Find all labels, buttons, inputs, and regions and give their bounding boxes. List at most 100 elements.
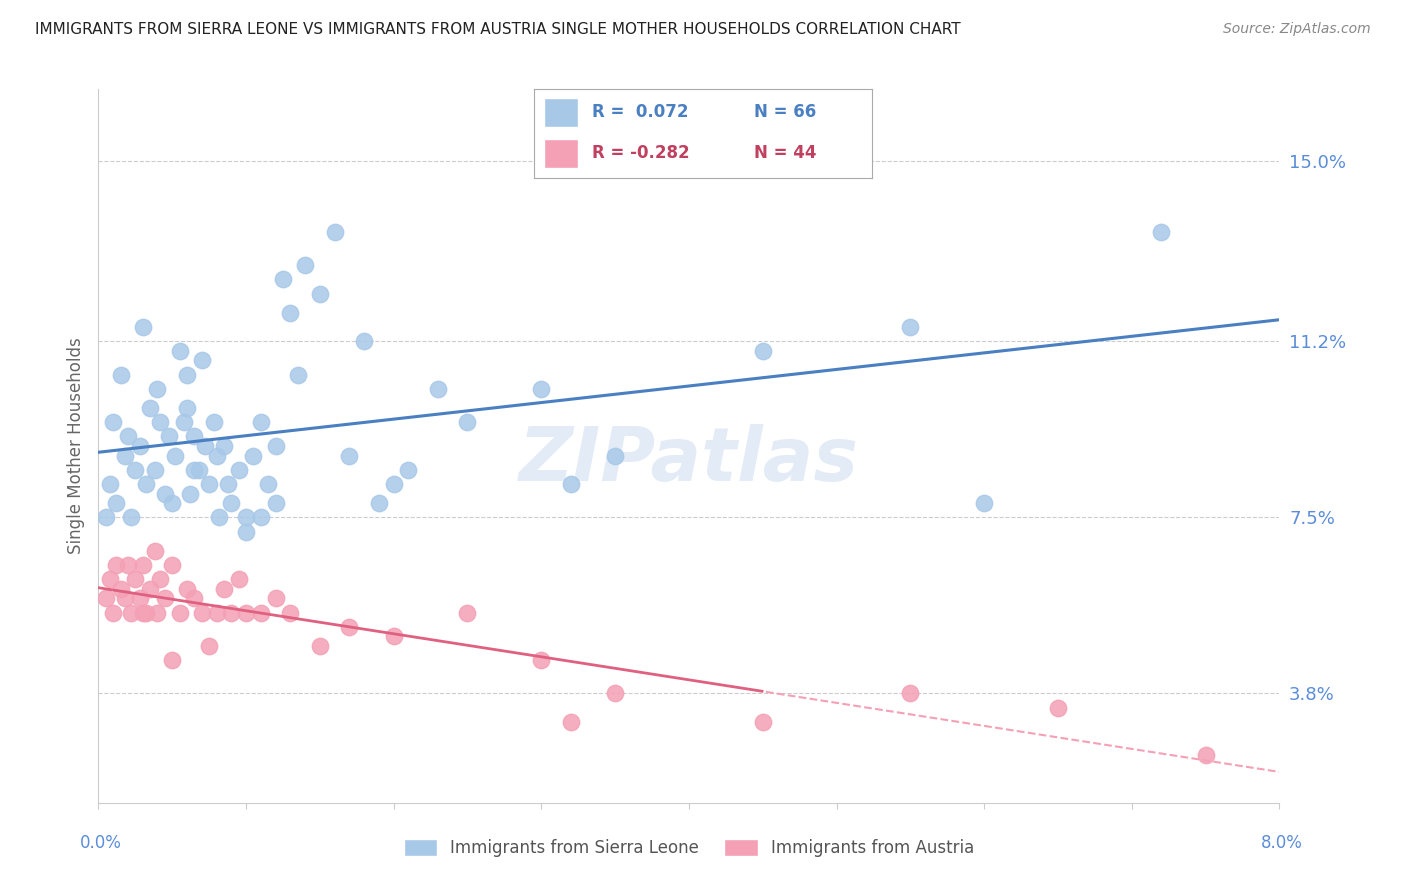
Point: [339, 449, 361, 463]
Point: [900, 320, 922, 334]
Point: [187, 463, 209, 477]
Point: [139, 401, 162, 415]
Point: [202, 415, 225, 429]
Point: [94, 591, 117, 606]
Point: [146, 606, 169, 620]
Point: [149, 572, 172, 586]
Point: [217, 477, 239, 491]
Point: [105, 496, 128, 510]
Point: [235, 510, 257, 524]
Point: [135, 477, 157, 491]
Point: [120, 606, 142, 620]
Point: [212, 582, 235, 596]
Bar: [544, 98, 578, 127]
Point: [235, 606, 257, 620]
Point: [98, 572, 121, 586]
Point: [183, 429, 205, 443]
Point: [143, 543, 166, 558]
Point: [235, 524, 257, 539]
Point: [198, 477, 221, 491]
Point: [250, 606, 273, 620]
Point: [169, 343, 191, 358]
Point: [146, 382, 169, 396]
Point: [257, 477, 280, 491]
Point: [309, 286, 332, 301]
Point: [117, 558, 139, 572]
Point: [120, 510, 142, 524]
Point: [132, 558, 155, 572]
Point: [228, 572, 250, 586]
Point: [94, 510, 117, 524]
Point: [309, 639, 332, 653]
Point: [205, 449, 228, 463]
Point: [157, 429, 180, 443]
Point: [162, 558, 183, 572]
Point: [221, 606, 243, 620]
Point: [264, 439, 287, 453]
Text: N = 66: N = 66: [754, 103, 815, 121]
Point: [752, 714, 775, 729]
Point: [900, 686, 922, 700]
Point: [153, 486, 176, 500]
Point: [368, 496, 391, 510]
Point: [194, 439, 217, 453]
Point: [110, 368, 132, 382]
Point: [280, 606, 302, 620]
Point: [132, 606, 155, 620]
Point: [530, 382, 553, 396]
Point: [124, 572, 146, 586]
Point: [169, 606, 191, 620]
Point: [153, 591, 176, 606]
Point: [103, 415, 125, 429]
Point: [294, 258, 316, 272]
Point: [353, 334, 375, 349]
Point: [183, 463, 205, 477]
Point: [382, 629, 405, 643]
Point: [114, 591, 136, 606]
Text: IMMIGRANTS FROM SIERRA LEONE VS IMMIGRANTS FROM AUSTRIA SINGLE MOTHER HOUSEHOLDS: IMMIGRANTS FROM SIERRA LEONE VS IMMIGRAN…: [35, 22, 960, 37]
Point: [271, 272, 294, 286]
Point: [124, 463, 146, 477]
Text: N = 44: N = 44: [754, 145, 815, 162]
Text: 8.0%: 8.0%: [1261, 834, 1303, 852]
Point: [117, 429, 139, 443]
Point: [191, 353, 214, 368]
Point: [605, 449, 627, 463]
Point: [1150, 225, 1173, 239]
Text: 0.0%: 0.0%: [80, 834, 122, 852]
Point: [139, 582, 162, 596]
Point: [114, 449, 136, 463]
Point: [165, 449, 187, 463]
Point: [191, 606, 214, 620]
Point: [149, 415, 172, 429]
Point: [208, 510, 231, 524]
Point: [264, 496, 287, 510]
Point: [98, 477, 121, 491]
Point: [457, 415, 479, 429]
Point: [176, 368, 198, 382]
Point: [228, 463, 250, 477]
Point: [339, 620, 361, 634]
Point: [457, 606, 479, 620]
Point: [242, 449, 264, 463]
Point: [110, 582, 132, 596]
Point: [250, 415, 273, 429]
Point: [162, 653, 183, 667]
Point: [1046, 700, 1070, 714]
Point: [398, 463, 420, 477]
Point: [605, 686, 627, 700]
Point: [973, 496, 995, 510]
Point: [560, 477, 582, 491]
Point: [560, 714, 582, 729]
Point: [132, 320, 155, 334]
Point: [221, 496, 243, 510]
Point: [143, 463, 166, 477]
Point: [103, 606, 125, 620]
Point: [176, 401, 198, 415]
Point: [135, 606, 157, 620]
Point: [530, 653, 553, 667]
Point: [179, 486, 201, 500]
Point: [427, 382, 450, 396]
Point: [198, 639, 221, 653]
Point: [752, 343, 775, 358]
